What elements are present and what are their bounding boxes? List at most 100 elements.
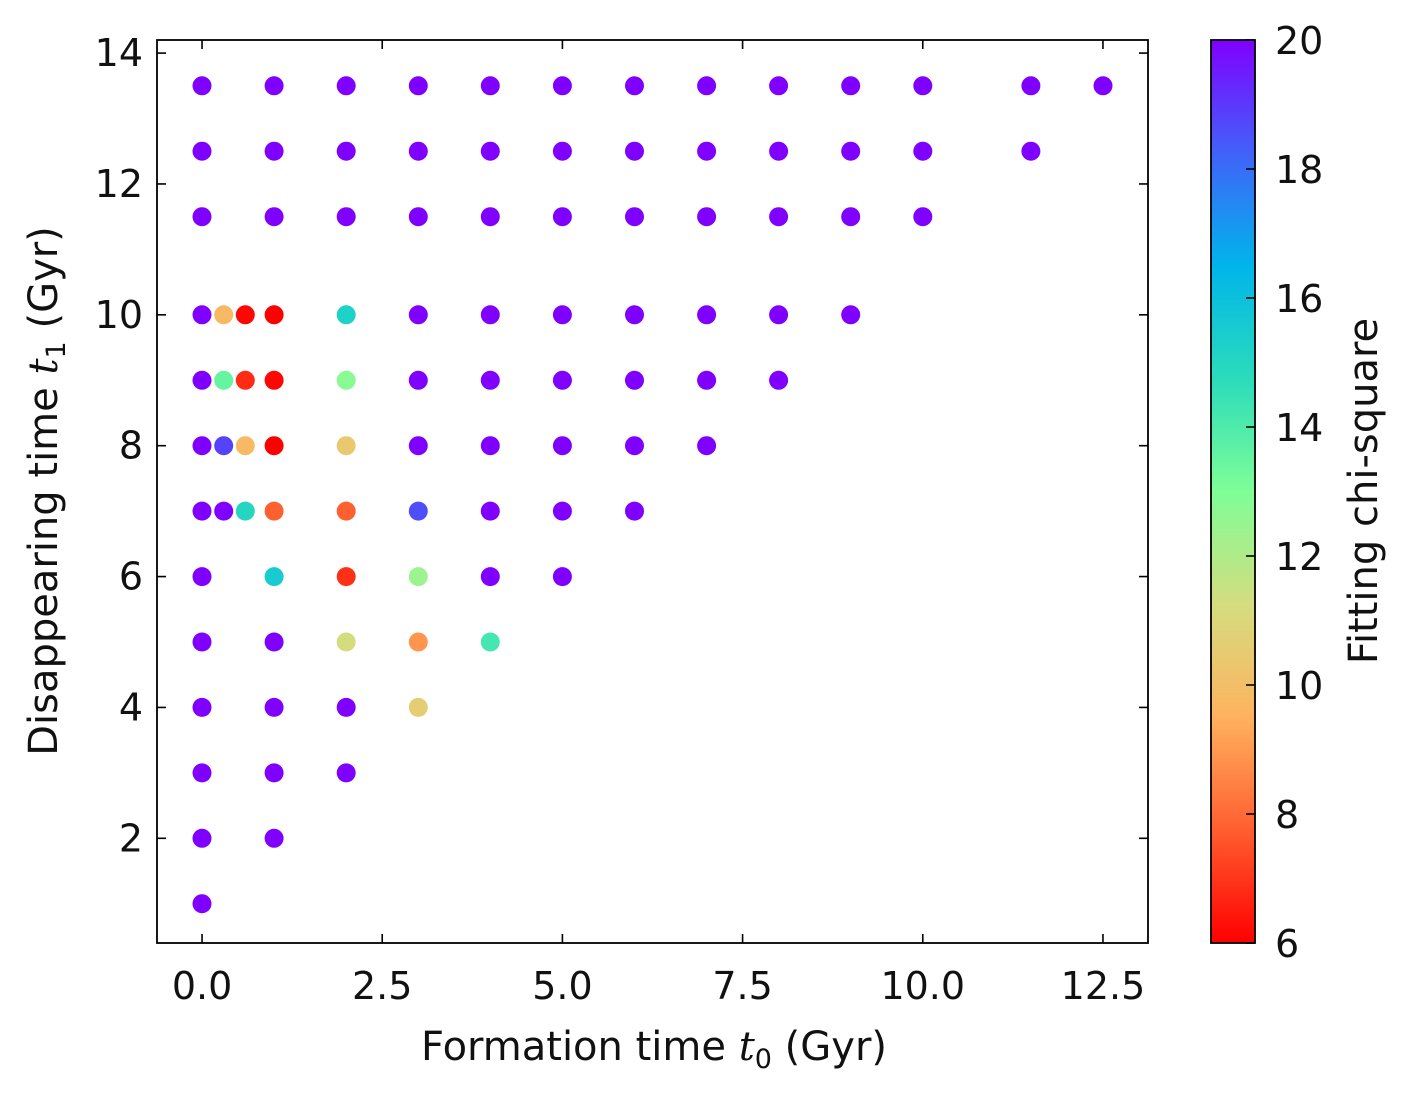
scatter-point [264, 436, 284, 456]
scatter-point [264, 501, 284, 521]
scatter-point [336, 501, 356, 521]
scatter-point [336, 567, 356, 587]
scatter-point [192, 894, 212, 914]
scatter-point [408, 567, 428, 587]
scatter-point [264, 828, 284, 848]
colorbar-gradient [1211, 40, 1255, 943]
scatter-point [480, 141, 500, 161]
scatter-point [552, 141, 572, 161]
scatter-point [697, 141, 717, 161]
scatter-point [192, 370, 212, 390]
scatter-point [192, 763, 212, 783]
colorbar-label: Fitting chi-square [1341, 318, 1387, 664]
scatter-point [697, 76, 717, 96]
scatter-point [336, 763, 356, 783]
scatter-point [841, 207, 861, 227]
scatter-point [408, 141, 428, 161]
scatter-point [192, 501, 212, 521]
y-tick-label: 2 [119, 816, 143, 860]
scatter-point [625, 501, 644, 521]
x-axis-ticks: 0.0 2.5 5.0 7.5 10.0 12.5 [172, 40, 1145, 1008]
scatter-point [769, 207, 789, 227]
colorbar-frame [1210, 39, 1256, 944]
plot-frame [156, 39, 1149, 944]
scatter-point [264, 141, 284, 161]
scatter-point [408, 632, 428, 652]
scatter-point [480, 632, 500, 652]
scatter-point [552, 501, 572, 521]
scatter-point [697, 207, 717, 227]
scatter-point [625, 141, 644, 161]
scatter-point [480, 207, 500, 227]
y-tick-label: 8 [119, 424, 143, 468]
colorbar-tick-label: 10 [1275, 664, 1323, 708]
scatter-point [192, 567, 212, 587]
x-tick-label: 5.0 [532, 964, 592, 1008]
scatter-point [235, 305, 255, 325]
scatter-point [408, 697, 428, 717]
colorbar-tick-label: 16 [1275, 277, 1323, 321]
scatter-point [264, 567, 284, 587]
scatter-point [552, 305, 572, 325]
scatter-point [214, 305, 234, 325]
scatter-point [192, 828, 212, 848]
x-tick-label: 12.5 [1061, 964, 1146, 1008]
colorbar-tick-label: 18 [1275, 148, 1323, 192]
scatter-point [552, 207, 572, 227]
x-tick-label: 10.0 [880, 964, 965, 1008]
scatter-point [625, 207, 644, 227]
scatter-point [336, 141, 356, 161]
scatter-point [697, 436, 717, 456]
scatter-point [192, 697, 212, 717]
y-axis-label: Disappearing time t1 (Gyr) [21, 226, 72, 756]
scatter-point [841, 305, 861, 325]
scatter-point [408, 76, 428, 96]
scatter-points [192, 76, 1113, 914]
y-axis-ticks: 2 4 6 8 10 12 14 [95, 31, 1148, 860]
colorbar-tick-label: 14 [1275, 406, 1323, 450]
scatter-point [214, 370, 234, 390]
scatter-point [336, 370, 356, 390]
colorbar-tick-label: 6 [1275, 922, 1299, 966]
colorbar-ticks: 6 8 10 12 14 16 18 20 [1246, 19, 1323, 966]
scatter-point [336, 207, 356, 227]
scatter-point [769, 370, 789, 390]
scatter-point [625, 305, 644, 325]
scatter-point [214, 436, 234, 456]
colorbar: 6 8 10 12 14 16 18 20 Fitting chi-square [1210, 19, 1387, 966]
scatter-point [625, 436, 644, 456]
scatter-point [552, 567, 572, 587]
scatter-point [264, 76, 284, 96]
y-tick-label: 4 [119, 685, 143, 729]
scatter-point [264, 632, 284, 652]
scatter-point [480, 436, 500, 456]
scatter-point [480, 567, 500, 587]
scatter-point [480, 370, 500, 390]
scatter-point [192, 76, 212, 96]
scatter-point [408, 207, 428, 227]
scatter-point [336, 697, 356, 717]
scatter-point [214, 501, 234, 521]
scatter-point [192, 305, 212, 325]
scatter-point [264, 207, 284, 227]
scatter-point [264, 697, 284, 717]
scatter-point [1021, 76, 1041, 96]
scatter-point [552, 436, 572, 456]
scatter-point [697, 370, 717, 390]
scatter-point [625, 370, 644, 390]
scatter-point [769, 141, 789, 161]
scatter-point [913, 207, 933, 227]
scatter-point [235, 501, 255, 521]
scatter-point [480, 305, 500, 325]
y-tick-label: 6 [119, 555, 143, 599]
scatter-point [336, 632, 356, 652]
scatter-point [697, 305, 717, 325]
scatter-point [1093, 76, 1113, 96]
scatter-point [769, 76, 789, 96]
scatter-point [408, 305, 428, 325]
scatter-point [552, 370, 572, 390]
scatter-point [235, 436, 255, 456]
scatter-point [913, 76, 933, 96]
scatter-point [336, 305, 356, 325]
